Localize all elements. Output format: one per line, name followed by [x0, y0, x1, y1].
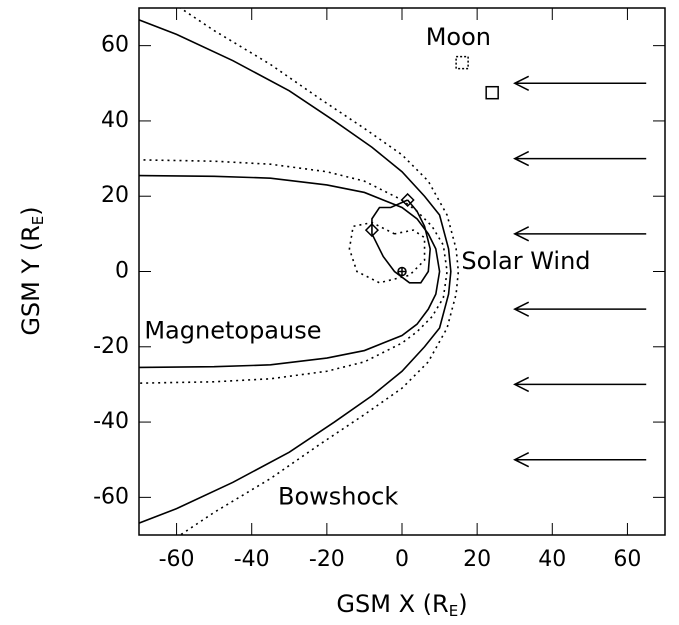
y-tick-label: -40: [93, 409, 129, 434]
x-tick-label: -20: [309, 547, 345, 572]
curve: [348, 221, 426, 284]
annotation: Magnetopause: [144, 317, 321, 345]
square-marker: [455, 55, 469, 70]
x-axis-label: GSM X (RE): [336, 590, 467, 620]
earth-marker: [397, 266, 407, 277]
x-label-sub: E: [449, 602, 458, 620]
annotation: Solar Wind: [461, 247, 590, 275]
wind-arrow: [513, 150, 647, 167]
curve: [371, 199, 431, 284]
y-tick-label: 0: [115, 259, 129, 284]
square-marker: [485, 85, 499, 100]
wind-arrow: [513, 452, 647, 468]
curve: [139, 159, 448, 384]
curve: [178, 8, 460, 535]
y-tick-label: 20: [101, 183, 129, 208]
diamond-marker: [364, 223, 380, 238]
x-tick-label: -40: [234, 547, 270, 572]
y-tick-label: -60: [93, 484, 129, 509]
wind-arrow: [513, 301, 647, 317]
annotation: Moon: [426, 23, 491, 51]
x-label-text: GSM X (R: [336, 590, 448, 618]
plot-area: [139, 8, 647, 535]
x-tick-label: 60: [613, 547, 641, 572]
y-tick-label: 40: [101, 108, 129, 133]
y-tick-label: 60: [101, 33, 129, 58]
y-axis-label: GSM Y (RE): [17, 206, 47, 335]
y-tick-label: -20: [93, 334, 129, 359]
y-label-text: GSM Y (R: [17, 225, 45, 336]
x-tick-label: -60: [159, 547, 195, 572]
wind-arrow: [513, 376, 647, 393]
curve: [139, 19, 452, 524]
diamond-marker: [400, 192, 415, 208]
wind-arrow: [513, 75, 647, 91]
x-tick-label: 20: [463, 547, 491, 572]
y-label-end: ): [17, 206, 45, 215]
curve: [139, 174, 441, 369]
y-label-sub: E: [29, 216, 47, 225]
annotation: Bowshock: [278, 482, 398, 510]
wind-arrow: [513, 226, 647, 242]
x-tick-label: 40: [538, 547, 566, 572]
x-label-end: ): [458, 590, 467, 618]
x-tick-label: 0: [395, 547, 409, 572]
